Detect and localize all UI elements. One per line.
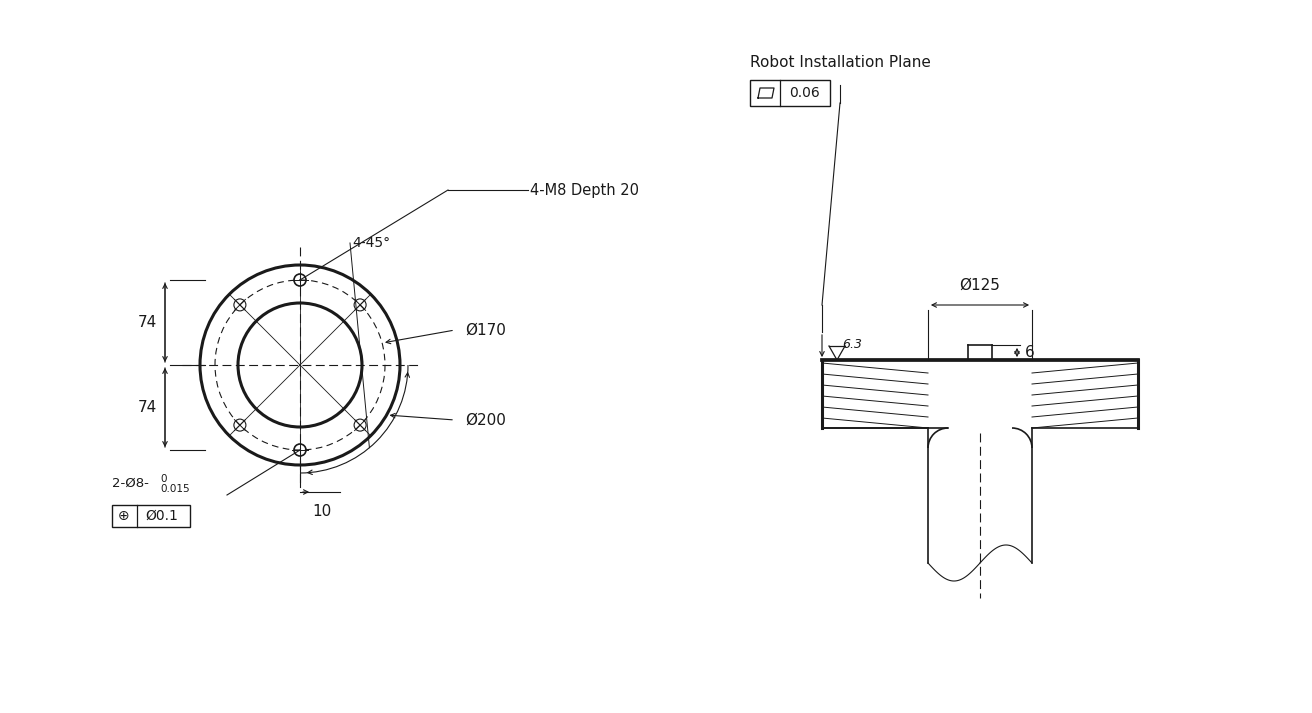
Text: ⊕: ⊕: [118, 509, 130, 523]
Text: 74: 74: [138, 315, 156, 330]
Text: Robot Installation Plane: Robot Installation Plane: [750, 55, 932, 70]
Text: 4-M8 Depth 20: 4-M8 Depth 20: [530, 183, 639, 198]
Text: 0.015: 0.015: [160, 484, 190, 494]
Text: Ø200: Ø200: [464, 413, 506, 428]
Text: Ø125: Ø125: [959, 278, 1001, 293]
Text: Ø0.1: Ø0.1: [146, 509, 178, 523]
Text: 74: 74: [138, 400, 156, 415]
Text: 0: 0: [160, 474, 167, 484]
Text: 4-45°: 4-45°: [352, 236, 390, 250]
Text: 6.3: 6.3: [842, 338, 862, 351]
Text: 0.06: 0.06: [790, 86, 820, 100]
Bar: [112, 505, 190, 527]
Text: Ø170: Ø170: [464, 322, 506, 337]
Text: 10: 10: [312, 504, 332, 519]
Bar: [750, 80, 830, 106]
Text: 6: 6: [1025, 345, 1035, 360]
Text: 2-Ø8-: 2-Ø8-: [112, 477, 148, 490]
